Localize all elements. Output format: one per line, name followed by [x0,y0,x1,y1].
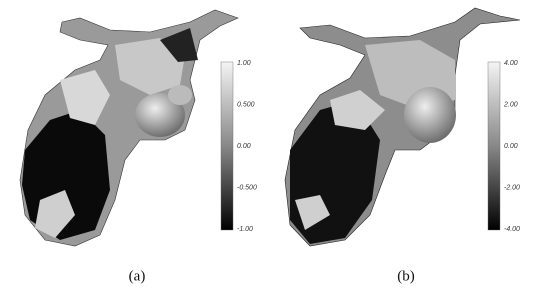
colorbar-label: -1.00 [237,226,253,233]
colorbar [488,62,500,230]
colorbar-label: 0.500 [237,101,255,108]
colorbar-label: 0.00 [237,143,251,150]
colorbar-label: 0.00 [504,143,518,150]
render-a [20,10,238,246]
render-b [285,8,520,246]
colorbar-label: 2.00 [503,101,518,108]
colorbar [221,62,233,230]
colorbar-label: 1.00 [237,60,251,67]
caption: (b) [397,268,415,284]
colorbar-label: -4.00 [504,226,520,233]
figure: 1.00 0.500 0.00 -0.500 -1.00 (a) 4.00 2.00 0.00 -… [0,0,536,293]
colorbar-label: 4.00 [504,60,518,67]
caption: (a) [129,268,146,284]
colorbar-label: -2.00 [504,184,520,191]
colorbar-label: -0.500 [237,184,257,191]
